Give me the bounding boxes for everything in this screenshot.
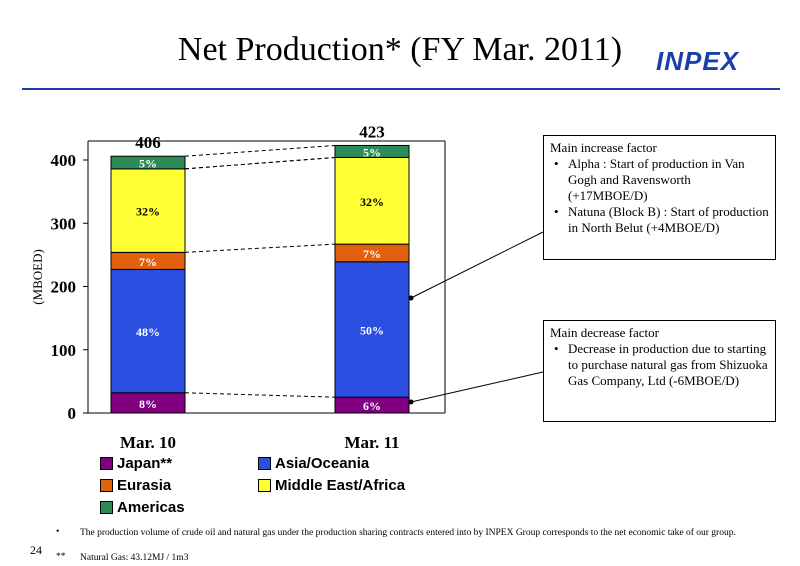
- bar-segment: [334, 144, 410, 158]
- legend-item-japan: Japan**: [100, 455, 172, 472]
- bar-segment: [334, 156, 410, 245]
- legend-item-middle-east-africa: Middle East/Africa: [258, 477, 405, 494]
- x-tick-label: Mar. 11: [344, 433, 399, 452]
- y-tick-label: 200: [51, 278, 77, 297]
- legend-swatch: [258, 479, 271, 492]
- legend-item-eurasia: Eurasia: [100, 477, 171, 494]
- legend-item-asia-oceania: Asia/Oceania: [258, 455, 369, 472]
- footnote-mark: **: [56, 552, 66, 562]
- increase-callout: Main increase factor Alpha : Start of pr…: [543, 135, 776, 260]
- legend-item-americas: Americas: [100, 499, 185, 516]
- inpex-logo: INPEX: [656, 46, 740, 76]
- decrease-callout: Main decrease factor Decrease in product…: [543, 320, 776, 422]
- increase-callout-heading: Main increase factor: [550, 140, 657, 155]
- page-number: 24: [30, 543, 42, 557]
- segment-label: 7%: [363, 247, 381, 261]
- connector-line: [184, 144, 336, 157]
- connector-line: [184, 156, 336, 170]
- segment-label: 7%: [139, 255, 157, 269]
- page-title: Net Production* (FY Mar. 2011): [177, 31, 623, 68]
- total-label: 423: [359, 122, 385, 141]
- legend-swatch: [100, 501, 113, 514]
- y-tick-label: 400: [51, 151, 77, 170]
- segment-label: 5%: [363, 145, 381, 159]
- segment-label: 32%: [136, 205, 160, 219]
- bar-segment: [334, 261, 410, 398]
- legend-label: Americas: [117, 499, 185, 516]
- legend-label: Japan**: [117, 455, 173, 472]
- footnote-1: The production volume of crude oil and n…: [80, 528, 736, 538]
- connector-line: [184, 392, 336, 398]
- legend-label: Eurasia: [117, 477, 172, 494]
- segment-label: 32%: [360, 195, 384, 209]
- segment-label: 6%: [363, 399, 381, 413]
- title-divider: [22, 88, 780, 90]
- y-tick-label: 100: [51, 341, 77, 360]
- increase-item: Natuna (Block B) : Start of production i…: [550, 204, 769, 236]
- callout-leader: [410, 371, 544, 403]
- legend-label: Asia/Oceania: [275, 455, 370, 472]
- legend-swatch: [258, 457, 271, 470]
- callout-dot: [408, 295, 414, 301]
- segment-label: 5%: [139, 157, 157, 171]
- decrease-item: Decrease in production due to starting t…: [550, 341, 769, 389]
- y-tick-label: 300: [51, 214, 77, 233]
- footnote-mark: •: [56, 527, 60, 537]
- legend-swatch: [100, 479, 113, 492]
- legend-label: Middle East/Africa: [275, 477, 406, 494]
- bar-segment: [110, 168, 186, 253]
- decrease-callout-heading: Main decrease factor: [550, 325, 659, 340]
- callout-leader: [410, 231, 544, 299]
- bar-segment: [110, 268, 186, 394]
- connector-line: [184, 243, 336, 253]
- total-label: 406: [135, 133, 161, 152]
- x-tick-label: Mar. 10: [120, 433, 176, 452]
- bar-segment: [110, 155, 186, 170]
- y-axis-label: (MBOED): [30, 249, 45, 305]
- y-tick-label: 0: [68, 404, 77, 423]
- segment-label: 50%: [360, 324, 384, 338]
- legend-swatch: [100, 457, 113, 470]
- increase-item: Alpha : Start of production in Van Gogh …: [550, 156, 769, 204]
- footnote-2: Natural Gas: 43.12MJ / 1m3: [80, 553, 189, 563]
- segment-label: 8%: [139, 397, 157, 411]
- segment-label: 48%: [136, 325, 160, 339]
- callout-dot: [408, 399, 414, 405]
